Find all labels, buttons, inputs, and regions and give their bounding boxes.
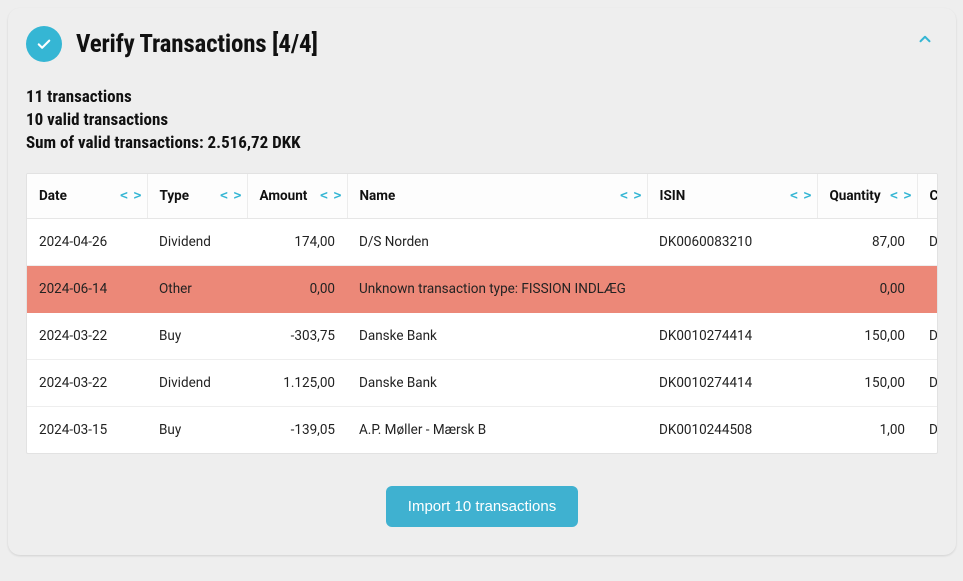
col-label: Date [39, 188, 67, 204]
col-label: ISIN [660, 188, 686, 204]
cell-date: 2024-03-22 [27, 312, 147, 359]
table-row[interactable]: 2024-03-22Buy-303,75Danske BankDK0010274… [27, 312, 938, 359]
cell-name: A.P. Møller - Mærsk B [347, 406, 647, 453]
col-resize-icon[interactable]: < > [320, 188, 340, 203]
col-header-amount[interactable]: Amount < > [247, 174, 347, 219]
col-header-isin[interactable]: ISIN < > [647, 174, 817, 219]
cell-qty: 1,00 [817, 406, 917, 453]
cell-curr: DK [917, 312, 938, 359]
panel-title: Verify Transactions [4/4] [76, 30, 318, 59]
cell-type: Buy [147, 406, 247, 453]
cell-curr [917, 265, 938, 312]
col-resize-icon[interactable]: < > [120, 188, 140, 203]
cell-curr: DK [917, 359, 938, 406]
col-resize-icon[interactable]: < > [790, 188, 810, 203]
cell-qty: 150,00 [817, 312, 917, 359]
cell-amount: -139,05 [247, 406, 347, 453]
summary-sum: Sum of valid transactions: 2.516,72 DKK [26, 132, 938, 155]
col-label: Amount [260, 188, 308, 204]
table-row[interactable]: 2024-03-22Dividend1.125,00Danske BankDK0… [27, 359, 938, 406]
cell-amount: 0,00 [247, 265, 347, 312]
cell-date: 2024-04-26 [27, 218, 147, 265]
cell-name: Unknown transaction type: FISSION INDLÆG [347, 265, 647, 312]
cell-amount: 174,00 [247, 218, 347, 265]
cell-isin [647, 265, 817, 312]
cell-isin: DK0060083210 [647, 218, 817, 265]
col-label: Name [360, 188, 396, 204]
cell-name: Danske Bank [347, 312, 647, 359]
col-header-currency[interactable]: C [917, 174, 938, 219]
cell-curr: DK [917, 218, 938, 265]
summary-valid: 10 valid transactions [26, 109, 938, 132]
table-body: 2024-04-26Dividend174,00D/S NordenDK0060… [27, 218, 938, 453]
col-header-name[interactable]: Name < > [347, 174, 647, 219]
table-row[interactable]: 2024-06-14Other0,00Unknown transaction t… [27, 265, 938, 312]
cell-curr: DK [917, 406, 938, 453]
col-header-date[interactable]: Date < > [27, 174, 147, 219]
col-resize-icon[interactable]: < > [220, 188, 240, 203]
import-button[interactable]: Import 10 transactions [386, 486, 578, 527]
summary-count: 11 transactions [26, 86, 938, 109]
cell-amount: 1.125,00 [247, 359, 347, 406]
cell-isin: DK0010274414 [647, 312, 817, 359]
col-label: Quantity [830, 188, 881, 204]
actions-bar: Import 10 transactions [26, 454, 938, 537]
table-header: Date < > Type < > Amount < > Name < > [27, 174, 938, 219]
transactions-table-wrap: Date < > Type < > Amount < > Name < > [26, 173, 938, 454]
cell-amount: -303,75 [247, 312, 347, 359]
check-icon [26, 26, 62, 62]
summary-block: 11 transactions 10 valid transactions Su… [26, 86, 938, 155]
panel-header: Verify Transactions [4/4] [26, 26, 938, 62]
cell-date: 2024-03-15 [27, 406, 147, 453]
cell-type: Dividend [147, 359, 247, 406]
col-resize-icon[interactable]: < > [890, 188, 910, 203]
chevron-up-icon [916, 30, 934, 48]
cell-type: Buy [147, 312, 247, 359]
cell-type: Dividend [147, 218, 247, 265]
cell-date: 2024-03-22 [27, 359, 147, 406]
cell-name: D/S Norden [347, 218, 647, 265]
transactions-table: Date < > Type < > Amount < > Name < > [27, 174, 938, 453]
col-label: Type [160, 188, 190, 204]
verify-transactions-panel: Verify Transactions [4/4] 11 transaction… [8, 8, 956, 555]
cell-isin: DK0010274414 [647, 359, 817, 406]
col-resize-icon[interactable]: < > [620, 188, 640, 203]
cell-isin: DK0010244508 [647, 406, 817, 453]
cell-date: 2024-06-14 [27, 265, 147, 312]
col-header-quantity[interactable]: Quantity < > [817, 174, 917, 219]
cell-type: Other [147, 265, 247, 312]
cell-qty: 87,00 [817, 218, 917, 265]
collapse-toggle[interactable] [916, 30, 934, 52]
cell-name: Danske Bank [347, 359, 647, 406]
table-row[interactable]: 2024-04-26Dividend174,00D/S NordenDK0060… [27, 218, 938, 265]
col-header-type[interactable]: Type < > [147, 174, 247, 219]
col-label: C [930, 188, 939, 204]
table-row[interactable]: 2024-03-15Buy-139,05A.P. Møller - Mærsk … [27, 406, 938, 453]
cell-qty: 150,00 [817, 359, 917, 406]
cell-qty: 0,00 [817, 265, 917, 312]
